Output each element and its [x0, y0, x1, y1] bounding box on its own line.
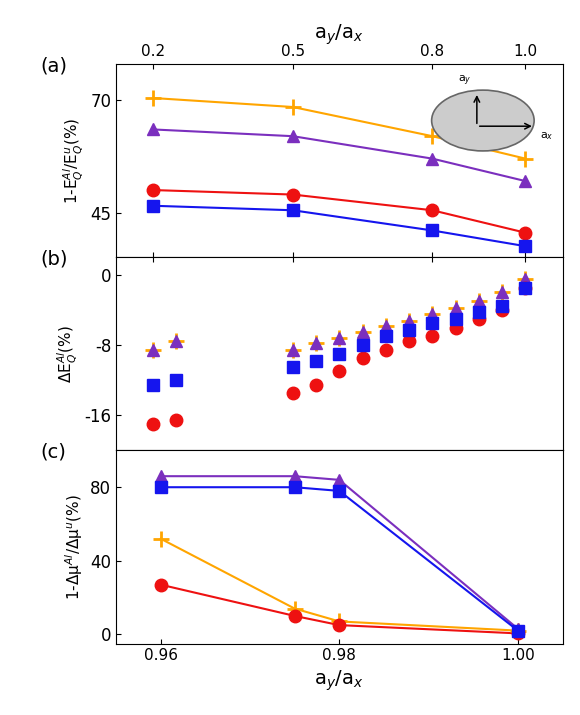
Ellipse shape	[432, 90, 534, 151]
Text: a$_y$: a$_y$	[458, 74, 472, 88]
X-axis label: a$_y$/a$_x$: a$_y$/a$_x$	[314, 669, 364, 694]
X-axis label: a$_y$/a$_x$: a$_y$/a$_x$	[314, 23, 364, 47]
Text: (c): (c)	[40, 443, 66, 462]
Y-axis label: 1-E$_Q^{Al}$/E$_Q^u$(%): 1-E$_Q^{Al}$/E$_Q^u$(%)	[61, 117, 85, 204]
Y-axis label: 1-Δμ$^{Al}$/Δμ$^u$(%): 1-Δμ$^{Al}$/Δμ$^u$(%)	[63, 494, 85, 600]
Y-axis label: ΔE$_Q^{Al}$(%): ΔE$_Q^{Al}$(%)	[55, 325, 78, 383]
Text: (b): (b)	[40, 250, 68, 269]
Text: a$_x$: a$_x$	[539, 130, 553, 142]
Text: (a): (a)	[40, 56, 67, 76]
